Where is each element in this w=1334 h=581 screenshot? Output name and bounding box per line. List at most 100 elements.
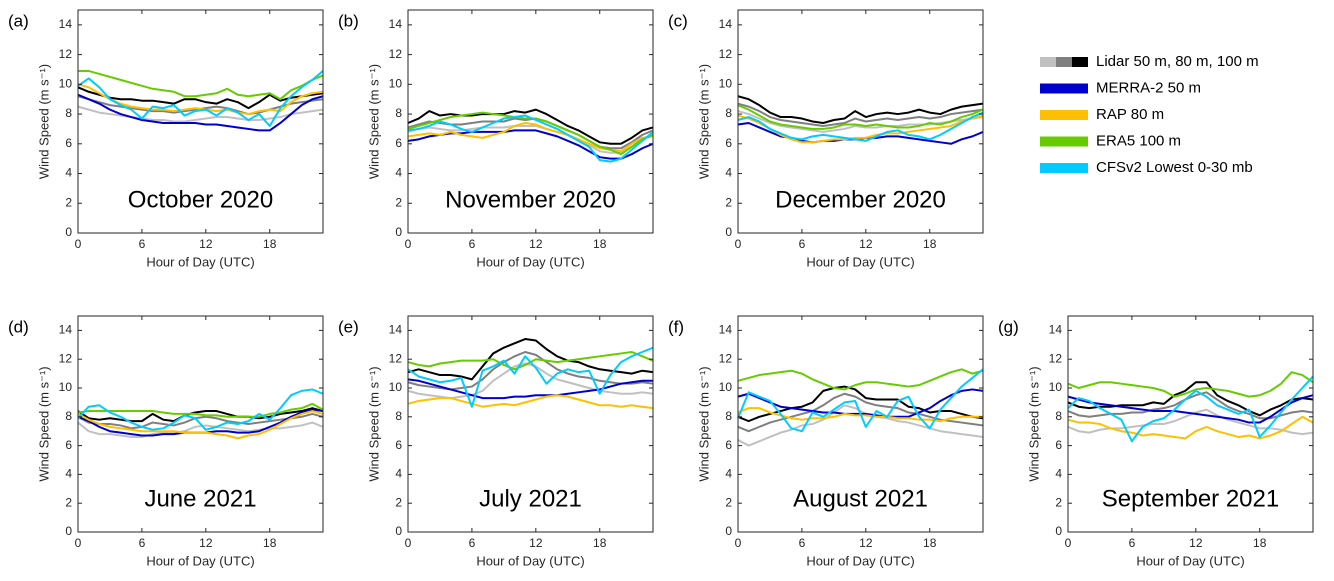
axes-box [1067,315,1314,533]
y-tick-label: 14 [719,323,733,337]
panel-label: (g) [998,317,1019,336]
series-line [1067,391,1314,420]
x-tick-label: 18 [263,237,277,251]
y-tick-label: 8 [395,409,402,423]
series-line [78,69,324,101]
x-tick-label: 18 [923,536,937,550]
series-line [1067,394,1314,424]
x-axis-label: Hour of Day (UTC) [806,553,914,568]
y-tick-label: 10 [59,380,73,394]
y-tick-label: 10 [389,380,403,394]
x-tick-label: 6 [139,536,146,550]
y-tick-label: 12 [59,47,73,61]
series-line [77,412,324,430]
x-tick-label: 6 [139,237,146,251]
series-line [77,388,324,431]
y-tick-label: 2 [65,495,72,509]
x-tick-label: 0 [735,536,742,550]
y-tick-label: 0 [395,524,402,538]
legend-swatch [1040,163,1088,173]
y-tick-label: 12 [389,47,403,61]
y-tick-label: 12 [719,351,733,365]
y-tick-label: 0 [725,225,732,239]
y-tick-label: 4 [65,166,72,180]
x-axis-label: Hour of Day (UTC) [806,254,914,269]
x-tick-label: 12 [529,237,543,251]
y-tick-label: 10 [1049,380,1063,394]
y-tick-label: 14 [59,323,73,337]
y-tick-label: 14 [719,17,733,31]
y-axis-label: Wind Speed (m s⁻¹) [366,64,381,179]
x-axis-label: Hour of Day (UTC) [476,553,584,568]
x-tick-label: 6 [1129,536,1136,550]
series-line [737,111,984,142]
x-tick-label: 18 [1253,536,1267,550]
series-line [737,368,984,391]
legend-label: CFSv2 Lowest 0-30 mb [1096,159,1253,176]
y-tick-label: 4 [725,467,732,481]
series-line [737,114,984,144]
panel-title: July 2021 [479,485,582,512]
x-axis-label: Hour of Day (UTC) [476,254,584,269]
series-line [1067,371,1314,398]
y-tick-label: 6 [725,438,732,452]
legend-swatch [1040,110,1088,120]
legend-swatch [1072,57,1088,67]
panel-title: September 2021 [1102,485,1279,512]
y-tick-label: 6 [65,136,72,150]
legend-swatch [1040,83,1088,94]
y-tick-label: 2 [725,495,732,509]
axes-box [737,315,984,533]
panel-label: (b) [338,11,359,30]
series-line [407,378,653,400]
series-line [1067,381,1314,417]
y-tick-label: 4 [65,467,72,481]
y-axis-label: Wind Speed (m s⁻¹) [696,64,711,179]
y-tick-label: 12 [719,47,733,61]
y-tick-label: 2 [1055,495,1062,509]
y-tick-label: 6 [65,438,72,452]
series-line [1067,375,1314,443]
axes-box [737,9,984,234]
x-tick-label: 0 [405,237,412,251]
series-line [407,108,654,145]
x-tick-label: 12 [859,237,873,251]
plot-area [408,316,653,532]
axes-box [407,315,654,533]
legend-swatch [1040,136,1088,147]
x-tick-label: 0 [75,237,82,251]
y-tick-label: 0 [65,225,72,239]
panel-title: December 2020 [775,186,946,213]
y-axis-label: Wind Speed (m s⁻¹) [366,366,381,481]
series-line [737,368,984,433]
y-tick-label: 10 [719,380,733,394]
series-line [407,394,654,410]
y-tick-label: 14 [59,17,73,31]
y-tick-label: 10 [389,77,403,91]
x-tick-label: 12 [199,536,213,550]
series-line [407,114,654,163]
y-axis-label: Wind Speed (m s⁻¹) [36,64,51,179]
y-tick-label: 14 [389,17,403,31]
y-tick-label: 6 [1055,438,1062,452]
y-tick-label: 4 [1055,467,1062,481]
series-line [77,83,324,116]
x-tick-label: 12 [859,536,873,550]
series-line [1067,415,1314,440]
y-tick-label: 4 [395,166,402,180]
y-tick-label: 0 [1055,524,1062,538]
series-line [407,346,654,408]
y-tick-label: 14 [389,323,403,337]
series-line [737,104,984,130]
series-line [407,124,654,154]
legend-label: RAP 80 m [1096,106,1164,123]
x-tick-label: 18 [593,536,607,550]
series-line [77,410,324,440]
series-line [737,95,984,124]
series-line [77,421,324,438]
series-line [407,338,654,381]
series-line [77,93,324,132]
x-tick-label: 6 [469,237,476,251]
panel-label: (f) [668,317,684,336]
legend-label: Lidar 50 m, 80 m, 100 m [1096,53,1259,70]
